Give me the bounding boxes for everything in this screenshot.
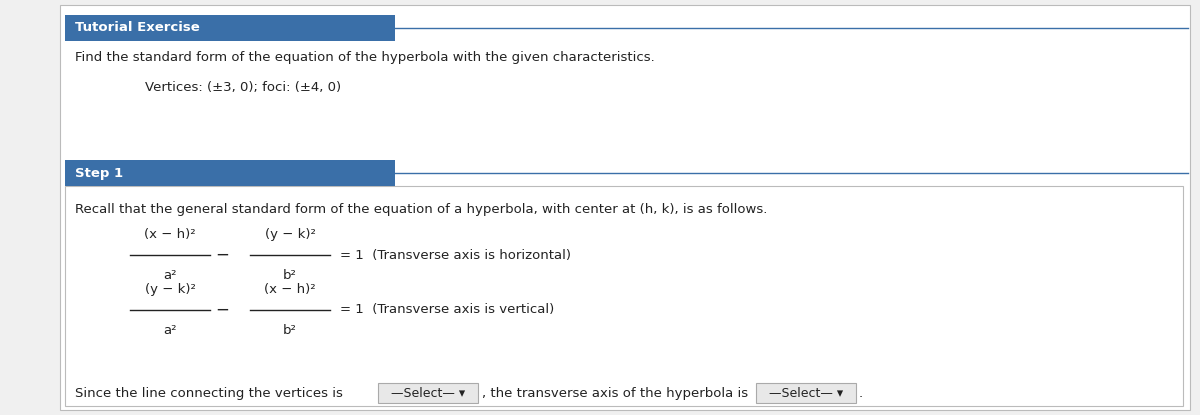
Bar xyxy=(65,15,395,41)
Text: a²: a² xyxy=(163,324,176,337)
Text: (x − h)²: (x − h)² xyxy=(144,228,196,241)
Text: (y − k)²: (y − k)² xyxy=(144,283,196,296)
Text: b²: b² xyxy=(283,269,296,282)
Bar xyxy=(378,383,478,403)
Text: Tutorial Exercise: Tutorial Exercise xyxy=(74,22,199,34)
Text: .: . xyxy=(859,386,863,400)
Text: Vertices: (±3, 0); foci: (±4, 0): Vertices: (±3, 0); foci: (±4, 0) xyxy=(145,81,341,95)
Text: , the transverse axis of the hyperbola is: , the transverse axis of the hyperbola i… xyxy=(482,386,752,400)
Text: −: − xyxy=(216,246,229,264)
Text: Step 1: Step 1 xyxy=(74,166,124,180)
Text: b²: b² xyxy=(283,324,296,337)
Text: —Select— ▾: —Select— ▾ xyxy=(769,386,844,400)
Bar xyxy=(65,186,1183,406)
Text: = 1  (Transverse axis is vertical): = 1 (Transverse axis is vertical) xyxy=(340,303,554,317)
Text: Find the standard form of the equation of the hyperbola with the given character: Find the standard form of the equation o… xyxy=(74,51,655,64)
Text: —Select— ▾: —Select— ▾ xyxy=(391,386,466,400)
Text: a²: a² xyxy=(163,269,176,282)
Bar xyxy=(65,160,395,186)
Text: −: − xyxy=(216,301,229,319)
Text: (y − k)²: (y − k)² xyxy=(264,228,316,241)
Bar xyxy=(756,383,856,403)
Text: = 1  (Transverse axis is horizontal): = 1 (Transverse axis is horizontal) xyxy=(340,249,571,261)
Text: Recall that the general standard form of the equation of a hyperbola, with cente: Recall that the general standard form of… xyxy=(74,203,767,217)
Text: Since the line connecting the vertices is: Since the line connecting the vertices i… xyxy=(74,386,347,400)
Text: (x − h)²: (x − h)² xyxy=(264,283,316,296)
